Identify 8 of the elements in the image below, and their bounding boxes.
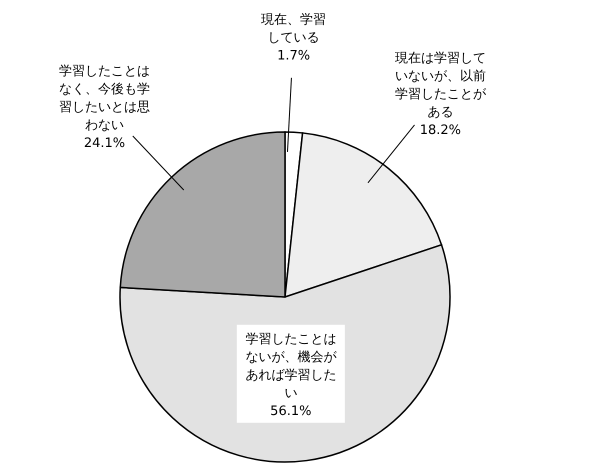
slice-label: 学習したことはないが、機会があれば学習したい: [245, 332, 338, 401]
data-label: 24.1%: [84, 136, 126, 151]
slice-label: 現在は学習していないが、以前学習したことがある: [394, 50, 487, 120]
data-label: 56.1%: [270, 404, 312, 419]
data-label: 1.7%: [277, 48, 310, 64]
slice-label: 学習したことはなく、今後も学習したいとは思わない: [58, 64, 150, 133]
data-label: 18.2%: [420, 122, 462, 138]
slice-label: 現在、学習している: [261, 12, 326, 46]
